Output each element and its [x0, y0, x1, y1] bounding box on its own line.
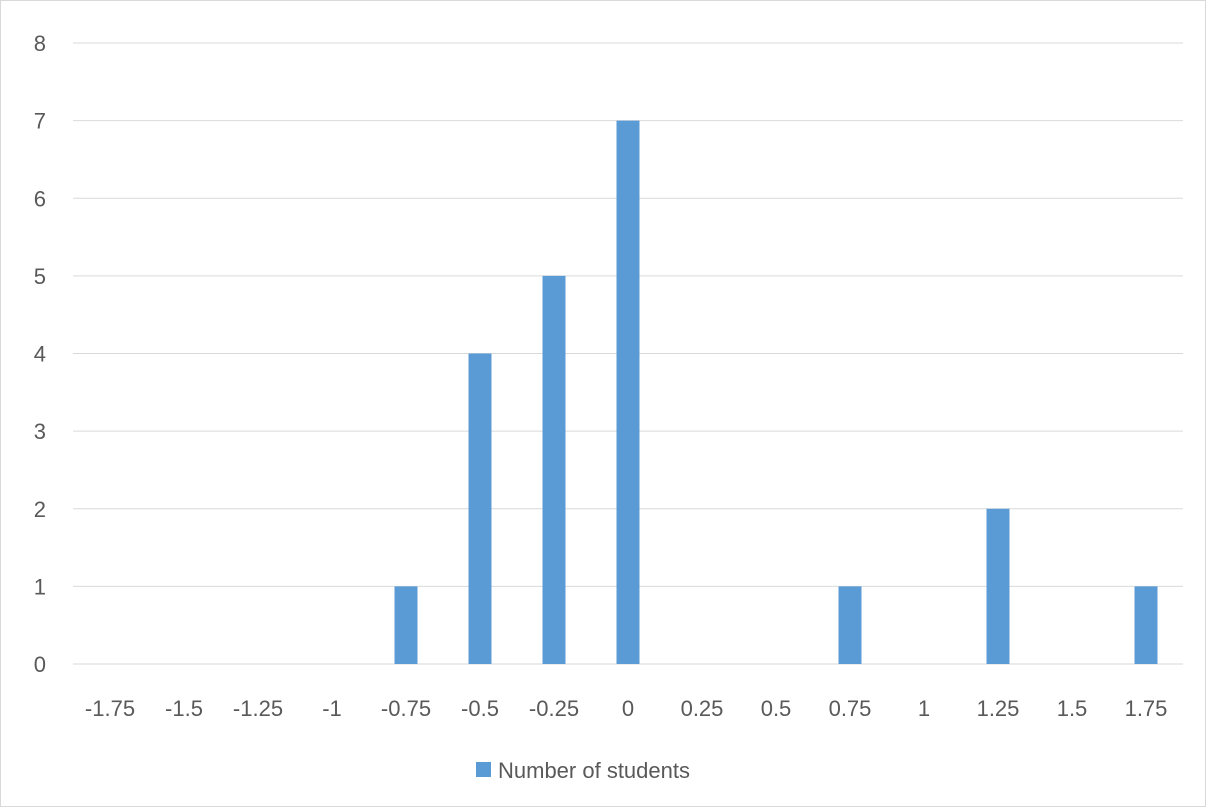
- x-tick-label: -1.75: [85, 696, 135, 721]
- x-tick-label: 1: [918, 696, 930, 721]
- y-tick-label: 0: [34, 652, 46, 677]
- y-tick-label: 8: [34, 31, 46, 56]
- x-tick-label: -0.5: [461, 696, 499, 721]
- y-tick-label: 1: [34, 574, 46, 599]
- x-tick-label: 0.5: [761, 696, 792, 721]
- x-tick-label: 1.5: [1057, 696, 1088, 721]
- x-tick-label: 0.75: [829, 696, 872, 721]
- x-tick-label: -1.5: [165, 696, 203, 721]
- y-tick-label: 2: [34, 497, 46, 522]
- legend-label: Number of students: [498, 758, 690, 783]
- y-tick-label: 7: [34, 109, 46, 134]
- x-tick-label: -1: [322, 696, 342, 721]
- legend: Number of students: [476, 758, 690, 783]
- series-bars: [394, 120, 1158, 664]
- bar: [1134, 586, 1158, 664]
- bar: [468, 353, 492, 664]
- x-tick-label: 1.75: [1125, 696, 1168, 721]
- x-tick-label: 1.25: [977, 696, 1020, 721]
- bar: [542, 275, 566, 664]
- legend-swatch: [476, 762, 491, 777]
- bar: [838, 586, 862, 664]
- y-tick-label: 6: [34, 186, 46, 211]
- x-tick-label: 0.25: [681, 696, 724, 721]
- y-tick-label: 5: [34, 264, 46, 289]
- bar: [394, 586, 418, 664]
- y-axis-ticks: 0 1 2 3 4 5 6 7 8: [34, 31, 46, 677]
- x-tick-label: -0.75: [381, 696, 431, 721]
- x-tick-label: -0.25: [529, 696, 579, 721]
- x-tick-label: -1.25: [233, 696, 283, 721]
- y-tick-label: 4: [34, 342, 46, 367]
- y-tick-label: 3: [34, 419, 46, 444]
- bar: [616, 120, 640, 664]
- bar: [986, 508, 1010, 664]
- x-axis-ticks: -1.75 -1.5 -1.25 -1 -0.75 -0.5 -0.25 0 0.25 0.5 0.…: [85, 696, 1167, 721]
- x-tick-label: 0: [622, 696, 634, 721]
